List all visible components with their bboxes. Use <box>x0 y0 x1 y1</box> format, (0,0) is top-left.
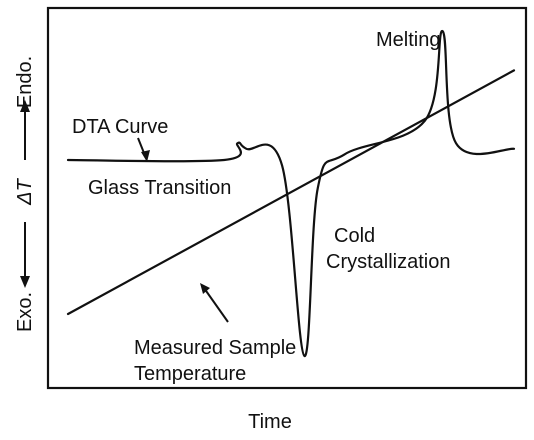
y-axis-label-endo: Endo. <box>14 56 36 108</box>
annotation-temperature: Temperature <box>134 363 246 385</box>
y-axis-label: Endo. ΔT Exo. <box>14 56 36 332</box>
x-axis-label: Time <box>248 411 292 433</box>
annotation-crystallization: Crystallization <box>326 251 450 273</box>
y-axis-label-exo: Exo. <box>14 292 36 332</box>
measured-temperature-line <box>66 69 516 316</box>
plot-frame <box>46 6 528 390</box>
annotation-glass-transition: Glass Transition <box>88 177 231 199</box>
measured-sample-pointer <box>200 283 229 323</box>
y-axis-arrow-down-head <box>20 276 30 288</box>
annotation-melting: Melting <box>376 29 440 51</box>
dta-curve-pointer <box>137 137 150 162</box>
annotation-cold: Cold <box>334 225 375 247</box>
y-axis-label-delta-t: ΔT <box>14 177 36 205</box>
annotation-measured-sample: Measured Sample <box>134 337 296 359</box>
y-axis-arrow-up-head <box>20 100 30 112</box>
annotation-dta-curve: DTA Curve <box>72 116 168 138</box>
dta-curve-line <box>66 30 516 358</box>
